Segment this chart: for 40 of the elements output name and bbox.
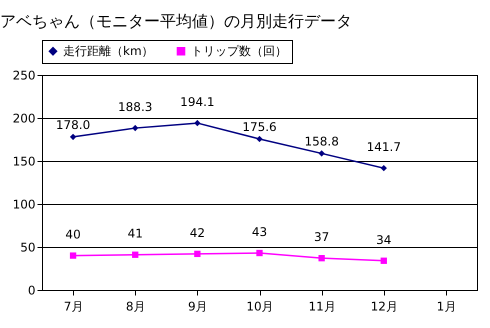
x-tick-label: 1月 xyxy=(436,300,456,314)
point xyxy=(132,252,138,258)
y-tick-label: 150 xyxy=(12,154,36,168)
y-tick-label: 0 xyxy=(28,284,36,298)
point xyxy=(256,136,263,142)
y-tick-label: 100 xyxy=(12,198,36,212)
legend-label: トリップ数（回） xyxy=(191,44,287,58)
y-tick-label: 200 xyxy=(12,112,36,126)
x-tick-label: 10月 xyxy=(246,300,274,314)
data-label: 41 xyxy=(128,226,143,241)
point xyxy=(194,120,201,126)
data-label: 175.6 xyxy=(242,120,277,134)
x-tick-label: 8月 xyxy=(126,300,146,314)
data-label: 188.3 xyxy=(118,100,152,114)
point xyxy=(70,252,76,259)
x-tick-label: 9月 xyxy=(188,300,208,314)
x-tick-label: 11月 xyxy=(308,300,336,314)
data-label: 158.8 xyxy=(304,134,339,148)
point xyxy=(132,124,138,132)
y-tick-label: 250 xyxy=(12,68,36,82)
data-label: 42 xyxy=(190,226,205,240)
x-tick-label: 12月 xyxy=(370,300,398,314)
point xyxy=(380,258,387,264)
data-label: 40 xyxy=(65,228,81,242)
data-label: 141.7 xyxy=(366,140,401,154)
point xyxy=(256,250,263,256)
legend-label: 走行距離（km） xyxy=(63,44,154,58)
y-tick-label: 50 xyxy=(20,240,36,254)
data-label: 43 xyxy=(252,225,268,240)
point xyxy=(194,250,201,258)
chart-title: アベちゃん（モニター平均値）の月別走行データ xyxy=(0,12,352,30)
point xyxy=(318,150,325,157)
data-label: 34 xyxy=(376,232,392,247)
data-label: 194.1 xyxy=(180,95,215,110)
point xyxy=(318,255,325,262)
point xyxy=(70,134,76,140)
x-tick-label: 7月 xyxy=(64,300,84,314)
data-label: 178.0 xyxy=(56,118,90,132)
point xyxy=(380,164,387,172)
data-label: 37 xyxy=(314,230,330,244)
